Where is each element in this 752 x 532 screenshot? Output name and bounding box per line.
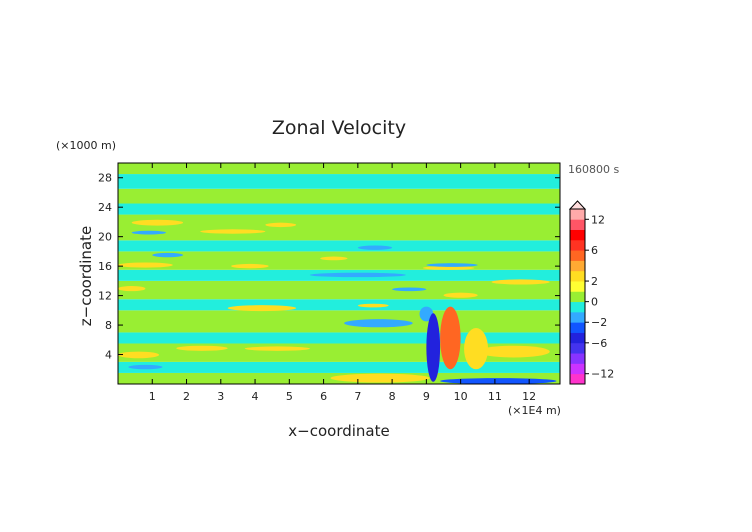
field-feature-11 (309, 272, 406, 278)
field-feature-17 (357, 303, 389, 308)
time-label: 160800 s (568, 163, 619, 176)
colorbar-tick-label-3: 0 (591, 296, 598, 309)
x-tick-label-10: 10 (454, 390, 468, 403)
field-feature-23 (477, 345, 550, 358)
colorbar-swatch-14 (570, 229, 585, 241)
velocity-field (118, 163, 560, 384)
x-tick-label-1: 1 (149, 390, 156, 403)
colorbar-swatch-6 (570, 311, 585, 323)
field-feature-21 (176, 345, 228, 351)
field-band-6 (118, 280, 560, 300)
colorbar-swatch-8 (570, 291, 585, 303)
plot-frame (117, 162, 561, 385)
field-feature-28 (440, 306, 461, 370)
field-feature-19 (419, 306, 434, 322)
colorbar-swatch-13 (570, 239, 585, 251)
field-feature-4 (357, 245, 393, 250)
y-axis-label: z−coordinate (77, 226, 95, 326)
y-tick-label-8: 8 (105, 319, 112, 332)
colorbar-swatch-0 (570, 373, 585, 385)
x-axis-label: x−coordinate (288, 422, 389, 440)
field-band-4 (118, 310, 560, 333)
x-unit-label: (×1E4 m) (508, 404, 561, 417)
colorbar-tick-label-4: −2 (591, 316, 607, 329)
field-feature-20 (118, 351, 160, 359)
field-feature-16 (227, 305, 297, 312)
colorbar-swatch-2 (570, 353, 585, 364)
colorbar-tick-label-1: 6 (591, 244, 598, 257)
y-tick-label-4: 4 (105, 349, 112, 362)
field-band-3 (118, 332, 560, 344)
x-tick-label-3: 3 (217, 390, 224, 403)
y-unit-label: (×1000 m) (56, 139, 116, 152)
y-tick-label-16: 16 (98, 260, 112, 273)
field-band-13 (118, 174, 560, 189)
field-feature-29 (464, 328, 489, 370)
colorbar-tick-label-6: −12 (591, 368, 614, 381)
field-band-10 (118, 214, 560, 241)
field-feature-22 (244, 346, 310, 351)
field-band-9 (118, 240, 560, 252)
colorbar-swatch-3 (570, 342, 585, 354)
field-feature-14 (443, 292, 478, 298)
x-tick-label-4: 4 (252, 390, 259, 403)
y-axis: 4 8 12 16 20 24 28 (98, 172, 560, 362)
field-feature-6 (118, 262, 173, 268)
colorbar-swatch-12 (570, 250, 585, 261)
field-feature-8 (320, 256, 348, 261)
colorbar-extend-arrow (568, 200, 587, 210)
field-band-12 (118, 188, 560, 204)
colorbar-swatch-5 (570, 322, 585, 333)
colorbar-swatch-10 (570, 270, 585, 282)
chart-title: Zonal Velocity (272, 117, 406, 139)
field-band-14 (118, 163, 560, 175)
field-feature-2 (200, 229, 266, 234)
colorbar-swatch-1 (570, 363, 585, 375)
field-feature-0 (131, 219, 184, 226)
field-feature-9 (422, 266, 475, 270)
colorbar-swatch-7 (570, 301, 585, 313)
x-tick-label-2: 2 (183, 390, 190, 403)
field-band-11 (118, 203, 560, 215)
field-feature-13 (392, 287, 427, 292)
field-feature-25 (330, 373, 430, 383)
field-feature-18 (344, 319, 413, 328)
field-feature-24 (128, 364, 163, 370)
x-tick-label-7: 7 (354, 390, 361, 403)
colorbar-tick-label-5: −6 (591, 337, 607, 350)
field-feature-1 (265, 222, 297, 228)
y-tick-label-12: 12 (98, 290, 112, 303)
field-feature-3 (131, 230, 166, 235)
colorbar: 12 6 2 0 −2 −6 −12 (568, 200, 614, 385)
y-tick-label-28: 28 (98, 172, 112, 185)
field-band-8 (118, 251, 560, 270)
field-band-5 (118, 299, 560, 311)
colorbar-tick-label-2: 2 (591, 275, 598, 288)
x-axis: 1 2 3 4 5 6 7 8 9 10 11 12 (149, 163, 536, 403)
colorbar-tick-label-0: 12 (591, 213, 605, 226)
colorbar-swatch-15 (570, 219, 585, 230)
y-tick-label-20: 20 (98, 231, 112, 244)
field-feature-15 (491, 279, 550, 285)
x-tick-label-12: 12 (522, 390, 536, 403)
colorbar-swatch-9 (570, 281, 585, 292)
x-tick-label-9: 9 (423, 390, 430, 403)
field-feature-7 (231, 263, 269, 269)
field-band-1 (118, 361, 560, 373)
field-feature-26 (440, 378, 557, 384)
x-tick-label-11: 11 (488, 390, 502, 403)
colorbar-swatch-11 (570, 260, 585, 272)
field-feature-10 (426, 263, 478, 267)
field-feature-27 (426, 313, 441, 382)
x-tick-label-6: 6 (320, 390, 327, 403)
field-feature-12 (118, 286, 146, 292)
field-feature-5 (152, 252, 184, 258)
x-tick-label-8: 8 (389, 390, 396, 403)
y-tick-label-24: 24 (98, 201, 112, 214)
colorbar-swatch-4 (570, 332, 585, 344)
colorbar-swatch-16 (570, 209, 585, 220)
x-tick-label-5: 5 (286, 390, 293, 403)
